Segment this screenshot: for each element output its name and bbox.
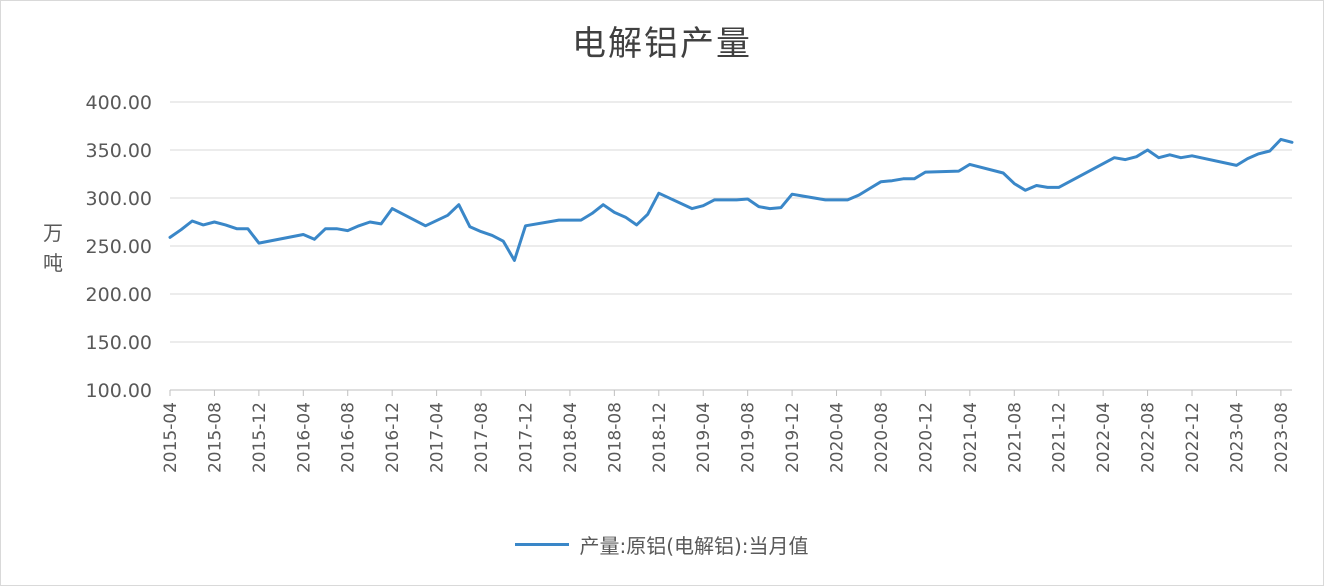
y-tick-label: 200.00 (86, 284, 152, 306)
x-tick-label: 2021-04 (961, 402, 981, 473)
x-tick-label: 2015-04 (161, 402, 181, 473)
x-tick-label: 2017-04 (428, 402, 448, 473)
x-tick-label: 2015-12 (250, 402, 270, 473)
y-tick-label: 100.00 (86, 380, 152, 402)
y-tick-label: 300.00 (86, 188, 152, 210)
x-tick-label: 2016-12 (383, 402, 403, 473)
x-tick-label: 2016-04 (294, 402, 314, 473)
x-tick-label: 2016-08 (339, 402, 359, 473)
x-tick-label: 2019-04 (694, 402, 714, 473)
x-tick-label: 2018-08 (605, 402, 625, 473)
x-tick-label: 2023-04 (1227, 402, 1247, 473)
x-tick-label: 2022-08 (1139, 402, 1159, 473)
x-tick-label: 2022-04 (1094, 402, 1114, 473)
x-tick-label: 2020-08 (872, 402, 892, 473)
x-tick-label: 2015-08 (205, 402, 225, 473)
x-tick-label: 2023-08 (1272, 402, 1292, 473)
x-tick-label: 2018-12 (650, 402, 670, 473)
chart-title: 电解铝产量 (572, 24, 752, 64)
y-axis-label: 万 吨 (43, 221, 63, 275)
x-tick-label: 2022-12 (1183, 402, 1203, 473)
x-tick-label: 2021-12 (1050, 402, 1070, 473)
y-tick-label: 250.00 (86, 236, 152, 258)
y-tick-label: 150.00 (86, 332, 152, 354)
legend: 产量:原铝(电解铝):当月值 (0, 530, 1324, 559)
x-tick-label: 2019-08 (739, 402, 759, 473)
x-tick-label: 2020-12 (916, 402, 936, 473)
x-tick-label: 2020-04 (828, 402, 848, 473)
x-tick-label: 2021-08 (1005, 402, 1025, 473)
x-tick-label: 2017-12 (516, 402, 536, 473)
x-tick-label: 2017-08 (472, 402, 492, 473)
y-tick-label: 350.00 (86, 140, 152, 162)
legend-line-swatch (515, 543, 570, 546)
x-tick-label: 2018-04 (561, 402, 581, 473)
x-tick-label: 2019-12 (783, 402, 803, 473)
y-tick-label: 400.00 (86, 92, 152, 114)
legend-label: 产量:原铝(电解铝):当月值 (579, 534, 809, 558)
series-line (168, 137, 1294, 262)
